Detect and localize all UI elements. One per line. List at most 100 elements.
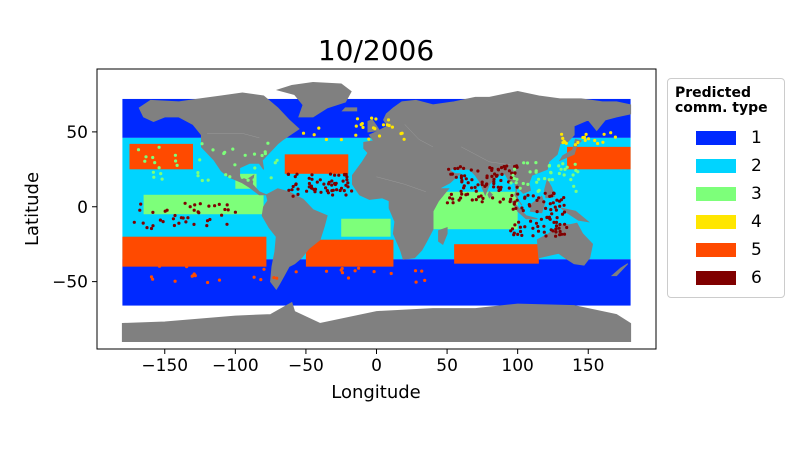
type6-point xyxy=(138,208,142,212)
legend-item-5: 5 xyxy=(696,239,784,261)
type3-point xyxy=(563,167,567,171)
type6-point xyxy=(296,192,300,196)
type3-point xyxy=(173,153,177,157)
south-atlantic-type5-gyre xyxy=(305,239,394,267)
land-new-zealand xyxy=(610,263,629,277)
type6-point xyxy=(328,172,333,176)
type4-point xyxy=(561,136,565,140)
type6-point xyxy=(531,194,535,198)
type5-point xyxy=(389,271,393,276)
legend-item-3: 3 xyxy=(696,183,784,205)
type3-point xyxy=(569,178,573,182)
type6-point xyxy=(507,186,511,190)
type4-point xyxy=(354,133,358,137)
type6-point xyxy=(474,189,478,193)
type6-point xyxy=(151,224,155,228)
type3-point xyxy=(252,152,257,156)
type3-point xyxy=(175,163,179,167)
type4-point xyxy=(361,125,365,129)
type6-point xyxy=(554,227,558,231)
type6-point xyxy=(172,223,176,228)
type5-point xyxy=(324,269,329,273)
type6-point xyxy=(233,210,237,214)
type6-point xyxy=(342,189,346,193)
type6-point xyxy=(457,198,461,202)
type3-point xyxy=(512,176,516,181)
type6-point xyxy=(552,220,556,224)
x-tick-label: 150 xyxy=(572,356,604,376)
type6-point xyxy=(558,233,562,237)
legend: Predicted comm. type 1 2 3 4 5 6 xyxy=(667,78,785,298)
type6-point xyxy=(548,202,552,206)
type6-point xyxy=(542,200,546,204)
legend-title-line2: comm. type xyxy=(675,100,768,116)
y-axis-label: Latitude xyxy=(22,172,43,246)
type6-point xyxy=(205,224,209,228)
type5-point xyxy=(414,280,418,284)
type6-point xyxy=(294,183,298,187)
type6-point xyxy=(542,224,546,228)
type6-point xyxy=(223,207,227,212)
type6-point xyxy=(537,196,541,200)
type6-point xyxy=(565,225,569,230)
type3-point xyxy=(200,178,204,183)
land-borneo xyxy=(529,195,546,214)
type4-point xyxy=(367,137,371,141)
type6-point xyxy=(510,227,515,231)
type6-point xyxy=(459,176,463,180)
type5-point xyxy=(372,270,376,274)
type6-point xyxy=(551,201,555,205)
legend-label-5: 5 xyxy=(751,240,762,260)
type6-point xyxy=(557,226,561,230)
type4-point xyxy=(564,141,568,145)
type6-point xyxy=(492,185,496,189)
type6-point xyxy=(198,202,202,206)
type6-point xyxy=(520,233,524,237)
type5-point xyxy=(357,266,361,270)
type6-point xyxy=(333,173,337,177)
type6-point xyxy=(481,196,485,200)
type6-point xyxy=(325,189,330,193)
type3-point xyxy=(571,173,575,177)
legend-swatch-2 xyxy=(696,159,736,173)
type6-point xyxy=(502,164,506,169)
legend-label-4: 4 xyxy=(751,212,762,232)
type6-point xyxy=(161,220,165,224)
type6-point xyxy=(507,169,511,173)
type3-point xyxy=(231,147,235,151)
type6-point xyxy=(464,177,468,181)
type3-point xyxy=(151,170,155,174)
type3-point xyxy=(547,164,551,168)
x-tick-label: −100 xyxy=(212,356,259,376)
type6-point xyxy=(331,193,335,197)
type6-point xyxy=(307,185,311,189)
type3-point xyxy=(153,161,157,165)
type3-point xyxy=(206,178,210,182)
type6-point xyxy=(193,203,197,207)
type6-point xyxy=(550,194,554,198)
type6-point xyxy=(330,189,334,193)
legend-swatch-1 xyxy=(696,131,736,145)
type6-point xyxy=(535,198,539,202)
type6-point xyxy=(291,194,295,198)
type6-point xyxy=(171,217,175,221)
type6-point xyxy=(563,222,567,226)
country-border xyxy=(376,176,426,193)
type4-point xyxy=(402,137,406,141)
type6-point xyxy=(225,203,229,207)
type3-point xyxy=(572,184,576,188)
type6-point xyxy=(554,220,559,224)
type3-point xyxy=(174,159,178,163)
x-tick-label: 50 xyxy=(436,356,458,376)
x-tick-label: 0 xyxy=(371,356,382,376)
type6-point xyxy=(307,176,311,180)
type5-point xyxy=(340,266,344,271)
north-pacific-type5-gyre xyxy=(129,143,193,170)
type3-point xyxy=(228,175,232,179)
type6-point xyxy=(492,180,496,184)
type6-point xyxy=(290,188,294,192)
type4-point xyxy=(596,141,600,146)
type6-point xyxy=(512,202,516,206)
type6-point xyxy=(451,197,455,201)
y-tick-label: 50 xyxy=(66,123,88,143)
